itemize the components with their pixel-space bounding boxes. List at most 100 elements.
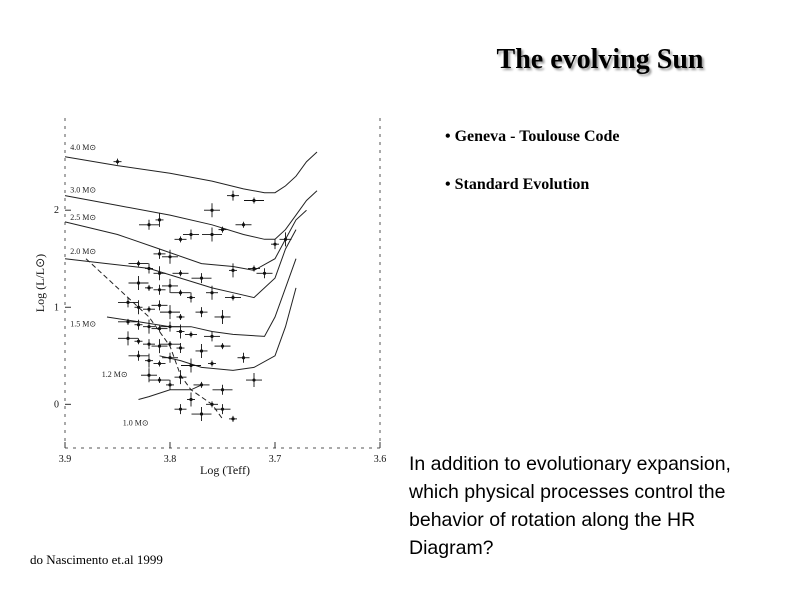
track-label: 1.5 M⊙ bbox=[70, 320, 96, 329]
star-point bbox=[134, 319, 143, 330]
star-point bbox=[134, 338, 143, 345]
track-label: 2.5 M⊙ bbox=[70, 213, 96, 222]
star-point bbox=[271, 239, 279, 250]
track-line bbox=[64, 190, 318, 240]
star-point bbox=[218, 226, 227, 233]
star-point bbox=[174, 404, 187, 415]
data-points bbox=[113, 158, 292, 422]
star-point bbox=[214, 309, 231, 324]
star-point bbox=[139, 219, 159, 230]
x-tick-label: 3.8 bbox=[164, 454, 177, 465]
star-point bbox=[155, 212, 164, 227]
star-point bbox=[134, 300, 143, 315]
star-point bbox=[279, 232, 292, 247]
star-point bbox=[143, 306, 155, 313]
track-label: 1.0 M⊙ bbox=[123, 419, 149, 428]
star-point bbox=[160, 305, 180, 320]
star-point bbox=[172, 270, 189, 277]
star-point bbox=[143, 319, 155, 334]
star-point bbox=[128, 276, 149, 290]
star-point bbox=[256, 268, 273, 279]
star-point bbox=[208, 360, 216, 367]
star-point bbox=[145, 263, 153, 274]
star-point bbox=[206, 401, 218, 408]
star-point bbox=[225, 294, 241, 301]
track-line bbox=[64, 229, 297, 299]
track-line bbox=[159, 287, 297, 371]
star-point bbox=[153, 360, 166, 367]
slide-title: The evolving Sun bbox=[496, 44, 704, 75]
star-point bbox=[162, 278, 178, 293]
star-point bbox=[113, 158, 122, 165]
question-text: In addition to evolutionary expansion, w… bbox=[409, 453, 731, 559]
citation-caption: do Nascimento et.al 1999 bbox=[30, 552, 163, 567]
star-point bbox=[248, 265, 260, 272]
x-tick-label: 3.9 bbox=[59, 454, 72, 465]
axis-ticks: 3.9 3.8 3.7 3.6 0 1 2 bbox=[54, 205, 386, 465]
star-point bbox=[214, 343, 231, 350]
y-axis-label: Log (L/L⊙) bbox=[33, 254, 47, 312]
star-point bbox=[214, 404, 231, 415]
star-point bbox=[229, 263, 237, 278]
y-tick-label: 0 bbox=[54, 399, 59, 410]
track-line bbox=[106, 258, 297, 337]
star-point bbox=[118, 318, 138, 325]
star-point bbox=[244, 197, 264, 204]
track-label: 4.0 M⊙ bbox=[70, 143, 96, 152]
star-point bbox=[174, 236, 187, 243]
star-point bbox=[174, 370, 187, 385]
star-point bbox=[176, 343, 185, 354]
star-point bbox=[195, 343, 208, 358]
track-line bbox=[64, 209, 307, 271]
bullet-item: • Geneva - Toulouse Code bbox=[445, 128, 620, 145]
star-point bbox=[193, 381, 210, 388]
x-tick-label: 3.6 bbox=[374, 454, 387, 465]
star-point bbox=[153, 266, 166, 281]
bullet-item: • Standard Evolution bbox=[445, 176, 590, 193]
star-point bbox=[191, 273, 212, 284]
y-tick-label: 2 bbox=[54, 205, 59, 216]
star-point bbox=[149, 377, 170, 384]
star-point bbox=[118, 331, 138, 346]
star-point bbox=[162, 352, 178, 363]
star-point bbox=[176, 324, 185, 339]
hr-diagram: 4.0 M⊙ 3.0 M⊙ 2.5 M⊙ 2.0 M⊙ 1.5 M⊙ 1.2 M⊙ 1.0 … bbox=[33, 118, 386, 477]
star-point bbox=[128, 350, 149, 361]
star-point bbox=[229, 415, 237, 422]
star-point bbox=[227, 190, 239, 201]
star-point bbox=[160, 321, 180, 332]
evolutionary-tracks: 4.0 M⊙ 3.0 M⊙ 2.5 M⊙ 2.0 M⊙ 1.5 M⊙ 1.2 M⊙ 1.0 … bbox=[64, 143, 318, 428]
star-point bbox=[185, 331, 197, 338]
star-point bbox=[183, 229, 199, 240]
star-point bbox=[141, 368, 157, 383]
x-tick-label: 3.7 bbox=[269, 454, 282, 465]
star-point bbox=[187, 392, 195, 407]
star-point bbox=[145, 353, 153, 368]
star-point bbox=[204, 331, 220, 342]
star-point bbox=[204, 203, 220, 218]
star-point bbox=[153, 284, 166, 295]
star-point bbox=[118, 297, 138, 308]
star-point bbox=[246, 373, 262, 388]
track-label: 1.2 M⊙ bbox=[102, 370, 128, 379]
star-point bbox=[176, 313, 185, 320]
star-point bbox=[151, 325, 168, 332]
track-line bbox=[64, 151, 318, 194]
x-axis-label: Log (Teff) bbox=[200, 463, 250, 477]
star-point bbox=[191, 407, 212, 422]
star-point bbox=[143, 339, 155, 350]
star-point bbox=[151, 339, 168, 354]
star-point bbox=[166, 379, 174, 390]
y-tick-label: 1 bbox=[54, 302, 59, 313]
star-point bbox=[195, 307, 208, 318]
star-point bbox=[151, 300, 168, 311]
star-point bbox=[206, 285, 218, 300]
star-point bbox=[145, 284, 153, 291]
star-point bbox=[235, 221, 252, 228]
star-point bbox=[237, 352, 250, 363]
star-point bbox=[212, 384, 233, 395]
star-point bbox=[187, 292, 195, 303]
track-label: 3.0 M⊙ bbox=[70, 186, 96, 195]
star-point bbox=[128, 260, 149, 267]
star-point bbox=[162, 249, 178, 264]
